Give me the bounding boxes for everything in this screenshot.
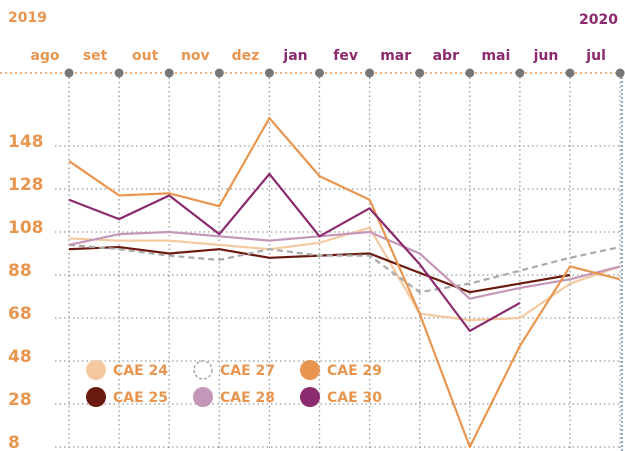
x-tick-label: set: [83, 48, 108, 64]
y-tick-label: 48: [8, 347, 32, 367]
legend-swatch: [86, 387, 106, 407]
y-tick-label: 128: [8, 175, 44, 195]
year-label: 2020: [579, 12, 618, 28]
month-dot: [164, 68, 174, 78]
month-dot: [465, 68, 475, 78]
month-dot: [565, 68, 575, 78]
legend-swatch: [300, 387, 320, 407]
month-dot: [515, 68, 525, 78]
y-tick-label: 88: [8, 261, 32, 281]
y-tick-label: 148: [8, 132, 44, 152]
x-tick-label: dez: [232, 48, 260, 64]
x-tick-label: jul: [585, 48, 606, 64]
x-tick-label: mar: [380, 48, 411, 64]
x-tick-label: abr: [433, 48, 459, 64]
legend-swatch: [193, 387, 213, 407]
legend-label: CAE 29: [327, 363, 382, 379]
series-line: [68, 226, 621, 322]
legend-swatch: [300, 360, 320, 380]
legend-label: CAE 30: [327, 390, 382, 406]
series-line: [68, 243, 621, 294]
legend-swatch: [193, 360, 213, 380]
x-tick-label: fev: [333, 48, 358, 64]
x-tick-label: mai: [481, 48, 510, 64]
month-dot: [365, 68, 375, 78]
month-dot: [615, 68, 625, 78]
series-line: [68, 116, 621, 449]
month-dot: [64, 68, 74, 78]
legend-swatch: [86, 360, 106, 380]
month-dot: [114, 68, 124, 78]
legend-label: CAE 24: [113, 363, 168, 379]
x-tick-label: jun: [533, 48, 559, 64]
series-line: [68, 172, 521, 332]
x-tick-label: ago: [30, 48, 59, 64]
month-dot: [214, 68, 224, 78]
x-tick-label: nov: [181, 48, 210, 64]
y-tick-label: 8: [8, 433, 20, 451]
x-tick-label: jan: [282, 48, 307, 64]
month-dot: [264, 68, 274, 78]
legend-label: CAE 27: [220, 363, 275, 379]
y-tick-label: 28: [8, 390, 32, 410]
series-line: [68, 230, 621, 300]
legend-label: CAE 25: [113, 390, 168, 406]
year-label: 2019: [8, 10, 47, 26]
y-tick-label: 68: [8, 304, 32, 324]
x-tick-label: out: [132, 48, 159, 64]
legend-label: CAE 28: [220, 390, 275, 406]
month-dot: [415, 68, 425, 78]
y-tick-label: 108: [8, 218, 44, 238]
month-dot: [315, 68, 324, 78]
